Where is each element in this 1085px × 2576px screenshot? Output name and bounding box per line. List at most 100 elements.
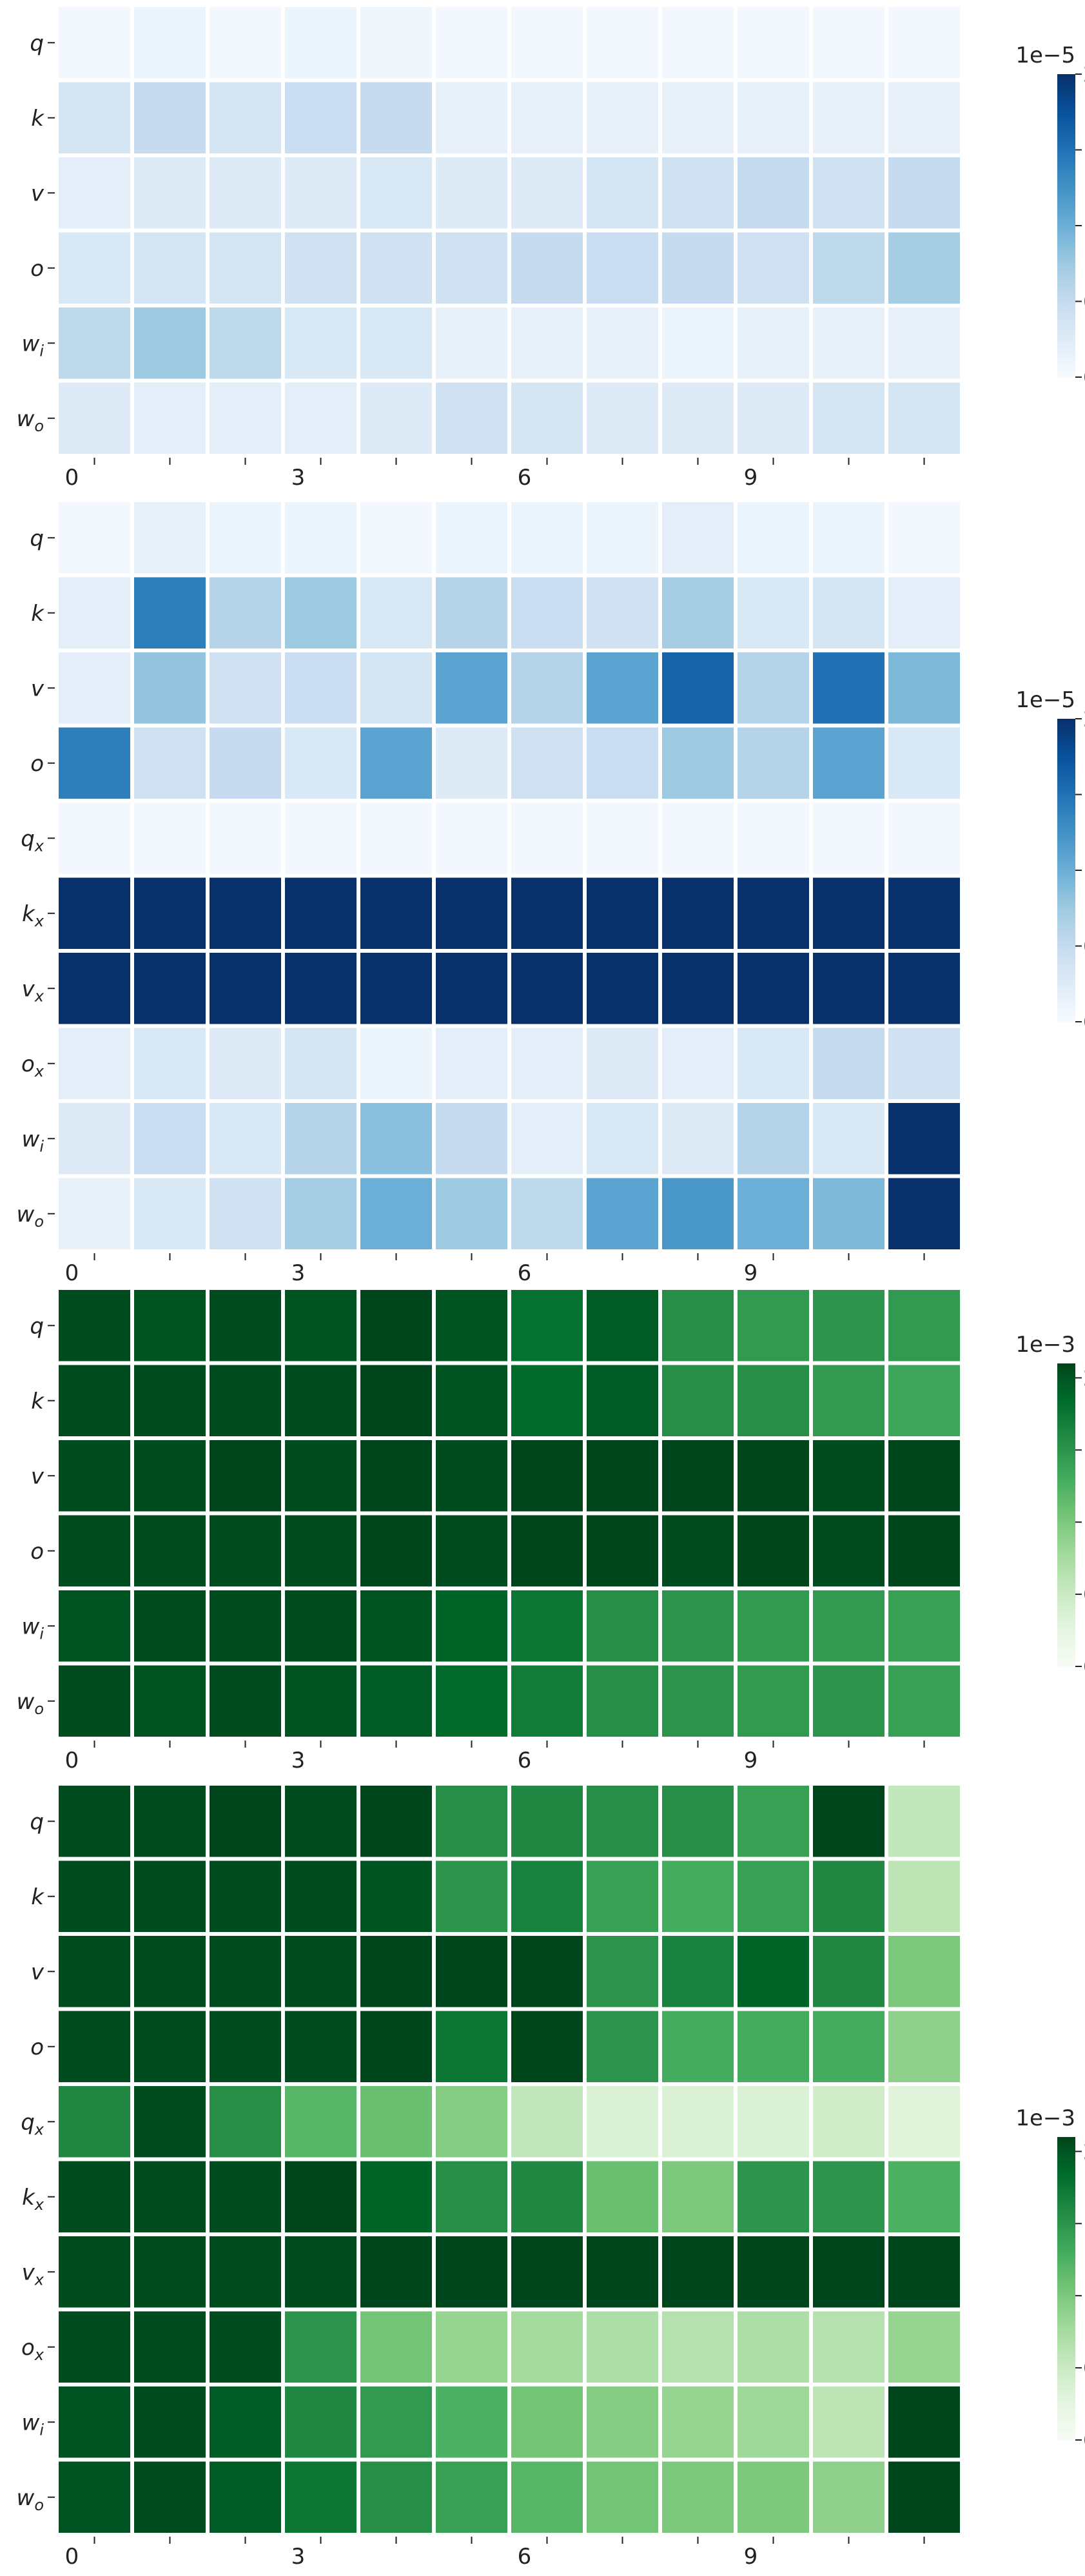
- heatmap-cell: [432, 2383, 511, 2462]
- heatmap-cell: [809, 1361, 888, 1440]
- heatmap-cell: [357, 1782, 436, 1861]
- heatmap-cell: [658, 2157, 738, 2236]
- heatmap-cell: [734, 1857, 813, 1936]
- heatmap-cell: [130, 2157, 210, 2236]
- heatmap-cell: [130, 649, 210, 728]
- heatmap-cell: [55, 723, 134, 803]
- heatmap-cell: [130, 2457, 210, 2537]
- colorbar-tick-label: 1.0: [1083, 2283, 1085, 2309]
- heatmap-cell: [507, 1286, 587, 1365]
- heatmap-cell: [206, 2232, 285, 2312]
- heatmap-cell: [809, 304, 888, 383]
- heatmap-cell: [432, 1932, 511, 2011]
- heatmap-cell: [130, 949, 210, 1028]
- heatmap-cell: [357, 378, 436, 458]
- heatmap-cell: [281, 2232, 360, 2312]
- heatmap-panel-3: q k v o wi wo 0 3 6 9 0.0 0.5 1.0 1.5 2.0 1e−3: [17, 1286, 1085, 1773]
- heatmap-cell: [734, 1174, 813, 1253]
- y-tick-label: ox: [21, 2335, 44, 2364]
- colorbar-tick-label: 1.5: [1083, 1438, 1085, 1463]
- heatmap-cell: [809, 649, 888, 728]
- heatmap-cell: [130, 1511, 210, 1590]
- heatmap-cell: [885, 1857, 964, 1936]
- heatmap-cell: [507, 1361, 587, 1440]
- y-tick-label: q: [30, 1809, 44, 1835]
- y-tick-label: k: [31, 1884, 44, 1910]
- heatmap-cell: [55, 2232, 134, 2312]
- heatmap-cell: [206, 78, 285, 157]
- heatmap-cell: [55, 1932, 134, 2011]
- heatmap-cell: [432, 2232, 511, 2312]
- y-tick-label: wo: [17, 1689, 44, 1718]
- heatmap-cell: [55, 649, 134, 728]
- heatmap-cell: [658, 228, 738, 307]
- heatmap-cell: [55, 304, 134, 383]
- y-tick-label: qx: [21, 2109, 44, 2138]
- heatmap-cell: [507, 873, 587, 953]
- heatmap-cell: [583, 304, 662, 383]
- heatmap-cell: [55, 1782, 134, 1861]
- colorbar: [1057, 2137, 1075, 2440]
- heatmap-cell: [809, 1586, 888, 1666]
- heatmap-cell: [55, 1436, 134, 1516]
- heatmap-cell: [809, 153, 888, 233]
- heatmap-cell: [658, 304, 738, 383]
- heatmap-cell: [281, 1436, 360, 1516]
- y-tick-label: o: [30, 751, 44, 777]
- heatmap-cell: [357, 2157, 436, 2236]
- heatmap-cell: [734, 1286, 813, 1365]
- heatmap-cell: [583, 2232, 662, 2312]
- heatmap-cell: [885, 1661, 964, 1741]
- heatmap-cell: [583, 723, 662, 803]
- colorbar-tick-label: 0.0: [1083, 1010, 1085, 1035]
- heatmap-cell: [809, 1436, 888, 1516]
- heatmap-cell: [357, 1099, 436, 1178]
- heatmap-cell: [55, 1024, 134, 1103]
- heatmap-cell: [658, 2007, 738, 2086]
- heatmap-cell: [432, 378, 511, 458]
- heatmap-cell: [507, 1174, 587, 1253]
- heatmap-cell: [206, 873, 285, 953]
- heatmap-cell: [885, 1174, 964, 1253]
- heatmap-cell: [507, 649, 587, 728]
- heatmap-cell: [583, 1286, 662, 1365]
- heatmap-cell: [432, 1174, 511, 1253]
- colorbar-tick-label: 1.5: [1083, 783, 1085, 808]
- heatmap-cell: [734, 1099, 813, 1178]
- y-tick-label: q: [30, 30, 44, 56]
- heatmap-cell: [281, 1857, 360, 1936]
- y-tick-label: kx: [22, 2185, 44, 2214]
- heatmap-cell: [734, 2232, 813, 2312]
- heatmap-cell: [206, 1099, 285, 1178]
- heatmap-cell: [885, 498, 964, 578]
- y-tick-label: v: [31, 676, 44, 701]
- heatmap-cell: [658, 1436, 738, 1516]
- x-tick-label: 9: [744, 1748, 758, 1773]
- heatmap-cell: [55, 228, 134, 307]
- heatmap-cell: [206, 1661, 285, 1741]
- heatmap-cell: [357, 799, 436, 878]
- heatmap-cell: [658, 1857, 738, 1936]
- heatmap-cell: [734, 2307, 813, 2386]
- heatmap-cell: [809, 1099, 888, 1178]
- heatmap-cell: [357, 1511, 436, 1590]
- heatmap-cell: [809, 2157, 888, 2236]
- y-tick-label: k: [31, 1389, 44, 1414]
- heatmap-cell: [55, 1661, 134, 1741]
- heatmap-cell: [206, 1436, 285, 1516]
- heatmap-cell: [206, 2082, 285, 2161]
- colorbar-tick-label: 1.5: [1083, 138, 1085, 164]
- heatmap-cell: [281, 1586, 360, 1666]
- y-tick-label: wi: [22, 1614, 44, 1643]
- heatmap-cell: [809, 2232, 888, 2312]
- x-tick-label: 6: [518, 465, 532, 491]
- heatmap-cell: [507, 2232, 587, 2312]
- colorbar: [1057, 74, 1075, 377]
- y-tick-label: q: [30, 525, 44, 551]
- heatmap-cell: [507, 1586, 587, 1666]
- heatmap-cell: [357, 3, 436, 83]
- heatmap-cell: [583, 649, 662, 728]
- heatmap-cell: [357, 304, 436, 383]
- heatmap-cell: [507, 153, 587, 233]
